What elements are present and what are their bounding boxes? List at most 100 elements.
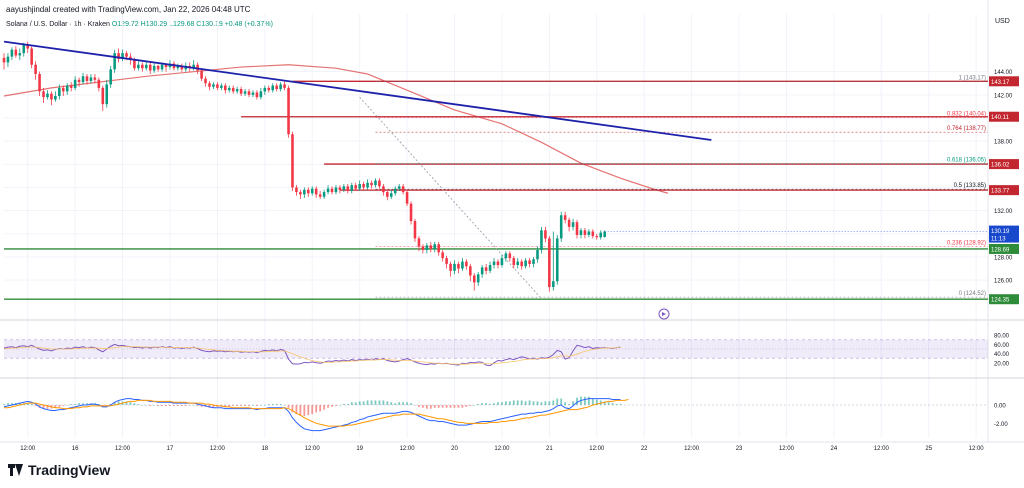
- level-price-tag: [989, 243, 1019, 254]
- macd-histogram-bar: [603, 401, 606, 405]
- macd-histogram-bar: [358, 401, 361, 405]
- candle-body: [109, 69, 112, 85]
- macd-line: [3, 398, 621, 432]
- candle-body: [58, 87, 61, 96]
- macd-histogram-bar: [196, 405, 199, 406]
- candle-body: [575, 222, 579, 235]
- macd-histogram-bar: [485, 403, 488, 405]
- candle-body: [555, 238, 559, 282]
- macd-histogram-bar: [58, 405, 61, 407]
- candle-body: [295, 187, 298, 193]
- time-axis-label: 12:00: [20, 446, 36, 452]
- level-price-tag-label: 133.77: [991, 189, 1010, 195]
- candle-body: [346, 186, 350, 191]
- macd-histogram-bar: [228, 405, 231, 407]
- macd-histogram-bar: [362, 401, 365, 405]
- macd-histogram-bar: [26, 403, 29, 405]
- level-price-tag: [989, 294, 1019, 305]
- candle-body: [469, 266, 472, 276]
- macd-histogram-bar: [489, 404, 491, 405]
- replay-marker-arrow-icon: [662, 312, 666, 316]
- candle-body: [247, 91, 251, 95]
- candle-body: [512, 258, 516, 266]
- macd-histogram-bar: [311, 405, 314, 415]
- macd-histogram-bar: [133, 403, 136, 405]
- macd-histogram-bar: [82, 403, 84, 405]
- level-price-tag-label: 124.35: [991, 298, 1010, 304]
- macd-histogram-bar: [275, 404, 278, 405]
- macd-histogram-bar: [544, 401, 547, 405]
- macd-histogram-bar: [157, 405, 160, 406]
- candle-body: [216, 84, 219, 88]
- candle-body: [160, 64, 164, 70]
- candle-body: [81, 76, 85, 83]
- symbol-line[interactable]: Solana / U.S. Dollar · 1h · Kraken: [6, 21, 110, 28]
- macd-histogram-bar: [46, 405, 49, 409]
- time-axis-label: 24: [831, 446, 838, 452]
- macd-histogram-bar: [591, 398, 594, 405]
- candle-body: [303, 189, 306, 195]
- macd-histogram-bar: [457, 405, 460, 408]
- macd-histogram-bar: [256, 405, 258, 406]
- macd-histogram-bar: [141, 405, 144, 406]
- time-axis-label: 25: [925, 446, 932, 452]
- time-axis-label: 12:00: [305, 446, 321, 452]
- macd-histogram-bar: [271, 404, 274, 405]
- fib-label: 0.764 (138.77): [947, 126, 986, 132]
- candle-body: [267, 87, 271, 91]
- price-tick-label: 144.00: [994, 70, 1013, 76]
- macd-histogram-bar: [30, 404, 33, 405]
- macd-histogram-bar: [165, 405, 167, 406]
- macd-histogram-bar: [516, 400, 519, 405]
- symbol-ohlc-line: Solana / U.S. Dollar · 1h · Kraken O129.…: [6, 21, 273, 28]
- macd-histogram-bar: [339, 405, 341, 406]
- macd-histogram-bar: [18, 403, 21, 405]
- macd-histogram-bar: [74, 404, 77, 405]
- candle-countdown-label: 11:13: [991, 237, 1006, 243]
- level-price-tag: [989, 76, 1019, 87]
- macd-histogram-bar: [382, 400, 385, 405]
- candle-body: [85, 76, 89, 81]
- macd-histogram-bar: [540, 402, 543, 405]
- rsi-line: [3, 343, 621, 367]
- macd-histogram-bar: [188, 405, 191, 406]
- candle-body: [334, 187, 338, 193]
- macd-histogram-bar: [173, 405, 175, 406]
- candle-body: [259, 91, 263, 98]
- candle-body: [224, 85, 227, 91]
- time-axis-label: 19: [356, 446, 363, 452]
- macd-histogram-bar: [323, 405, 325, 410]
- candle-body: [504, 253, 508, 259]
- candle-body: [405, 192, 409, 204]
- candle-body: [409, 203, 413, 222]
- time-axis-label: 12:00: [779, 446, 795, 452]
- fib-guide-line: [359, 96, 542, 299]
- candle-body: [548, 238, 551, 288]
- candle-body: [97, 79, 101, 88]
- macd-histogram-bar: [54, 405, 57, 408]
- tradingview-logo-icon: [8, 464, 24, 476]
- macd-histogram-bar: [473, 405, 476, 406]
- candle-body: [354, 185, 357, 189]
- tradingview-brand[interactable]: TradingView: [8, 462, 110, 478]
- candle-body: [18, 53, 22, 56]
- level-price-tag-label: 136.02: [991, 163, 1010, 169]
- level-price-tag: [989, 185, 1019, 196]
- macd-histogram-bar: [528, 400, 531, 405]
- time-axis-label: 12:00: [115, 446, 131, 452]
- candle-body: [46, 93, 49, 98]
- macd-histogram-bar: [279, 404, 282, 405]
- time-axis-label: 12:00: [684, 446, 700, 452]
- macd-histogram-bar: [366, 400, 369, 405]
- candle-body: [472, 275, 476, 283]
- macd-histogram-bar: [441, 405, 444, 408]
- candle-body: [117, 53, 120, 59]
- candle-body: [437, 244, 440, 253]
- macd-histogram-bar: [200, 405, 203, 407]
- candle-body: [307, 189, 310, 194]
- macd-histogram-bar: [595, 399, 598, 405]
- macd-histogram-bar: [295, 405, 298, 415]
- macd-histogram-bar: [378, 400, 381, 405]
- candle-body: [212, 84, 215, 87]
